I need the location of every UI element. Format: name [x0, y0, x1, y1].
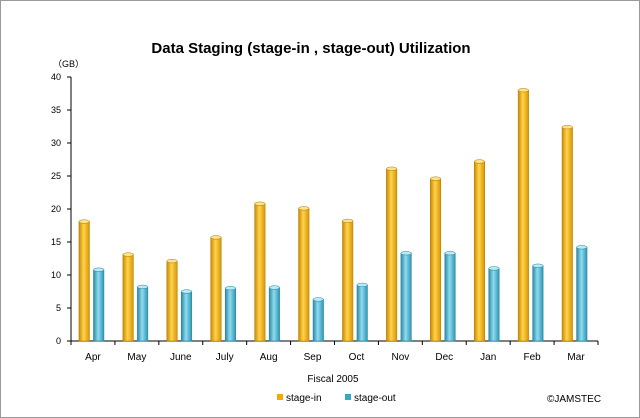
x-axis-title: Fiscal 2005 [307, 374, 359, 385]
chart-title: Data Staging (stage-in , stage-out) Util… [151, 40, 470, 57]
x-tick-label: Jan [480, 352, 496, 363]
bar-cap-stage-in-jan [473, 159, 485, 164]
bar-cap-stage-in-july [210, 235, 222, 240]
y-tick-label: 20 [51, 204, 61, 214]
legend-label-stage-out: stage-out [354, 393, 396, 404]
bar-cap-stage-in-june [166, 259, 178, 264]
y-tick-label: 25 [51, 171, 61, 181]
bar-stage-out-oct [356, 284, 368, 342]
bar-stage-out-july [224, 287, 236, 342]
bar-stage-out-may [137, 286, 149, 342]
bar-stage-out-sep [312, 299, 324, 342]
bar-cap-stage-in-sep [298, 206, 310, 211]
bar-cap-stage-in-apr [78, 219, 90, 224]
legend-label-stage-in: stage-in [286, 393, 322, 404]
bar-stage-in-june [166, 260, 178, 342]
x-tick-label: Mar [567, 352, 585, 363]
bar-stage-in-oct [342, 220, 354, 342]
bar-cap-stage-in-aug [254, 201, 266, 206]
plot-area: 0 5 10 15 20 25 30 35 40 Apr May June July Aug Sep Oct N… [51, 72, 599, 363]
bar-stage-out-june [181, 291, 193, 342]
legend-swatch-stage-in [277, 394, 283, 400]
bar-cap-stage-out-mar [576, 245, 588, 250]
y-tick-label: 0 [56, 336, 61, 346]
bar-cap-stage-out-oct [356, 282, 368, 287]
copyright-credit: ©JAMSTEC [547, 394, 601, 405]
bar-cap-stage-out-nov [400, 251, 412, 256]
y-tick-label: 15 [51, 237, 61, 247]
bar-cap-stage-out-feb [532, 263, 544, 268]
bar-stage-out-mar [576, 247, 588, 342]
legend-swatch-stage-out [345, 394, 351, 400]
bar-stage-in-apr [78, 221, 90, 342]
x-tick-label: Apr [85, 352, 101, 363]
x-tick-label: Dec [435, 352, 453, 363]
y-axis-unit-label: （GB） [53, 59, 84, 69]
bar-cap-stage-out-june [181, 289, 193, 294]
x-tick-label: July [216, 352, 234, 363]
bar-stage-in-dec [430, 178, 442, 342]
y-tick-label: 5 [56, 303, 61, 313]
bar-stage-out-dec [444, 252, 456, 342]
y-tick-label: 40 [51, 72, 61, 82]
bar-cap-stage-out-apr [93, 267, 105, 272]
bar-cap-stage-in-dec [430, 176, 442, 181]
bar-stage-in-july [210, 237, 222, 342]
x-tick-label: Nov [391, 352, 409, 363]
bar-cap-stage-out-july [224, 286, 236, 291]
y-tick-label: 10 [51, 270, 61, 280]
bar-cap-stage-out-aug [268, 285, 280, 290]
y-tick-label: 35 [51, 105, 61, 115]
bar-stage-out-jan [488, 268, 500, 342]
bar-cap-stage-in-may [122, 252, 134, 257]
bar-stage-in-may [122, 254, 134, 342]
bar-cap-stage-in-oct [342, 218, 354, 223]
bar-stage-out-aug [268, 287, 280, 342]
bar-stage-in-mar [561, 126, 573, 342]
bar-stage-in-sep [298, 208, 310, 342]
bar-cap-stage-out-sep [312, 297, 324, 302]
x-tick-label: Feb [524, 352, 542, 363]
bar-cap-stage-in-feb [517, 88, 529, 93]
x-tick-label: Aug [260, 352, 278, 363]
bar-cap-stage-in-mar [561, 125, 573, 130]
bar-stage-out-feb [532, 265, 544, 342]
bar-cap-stage-out-may [137, 284, 149, 289]
bar-stage-out-apr [93, 269, 105, 342]
bar-stage-in-nov [386, 168, 398, 342]
bar-stage-in-jan [473, 161, 485, 342]
bar-cap-stage-in-nov [386, 166, 398, 171]
bar-stage-in-aug [254, 203, 266, 342]
y-tick-label: 30 [51, 138, 61, 148]
legend: stage-in stage-out [277, 393, 396, 404]
bar-stage-out-nov [400, 252, 412, 342]
bar-stage-in-feb [517, 89, 529, 342]
x-tick-label: June [170, 352, 192, 363]
x-tick-label: Oct [349, 352, 365, 363]
x-tick-label: May [127, 352, 146, 363]
bar-cap-stage-out-dec [444, 251, 456, 256]
bar-cap-stage-out-jan [488, 266, 500, 271]
x-tick-label: Sep [304, 352, 322, 363]
